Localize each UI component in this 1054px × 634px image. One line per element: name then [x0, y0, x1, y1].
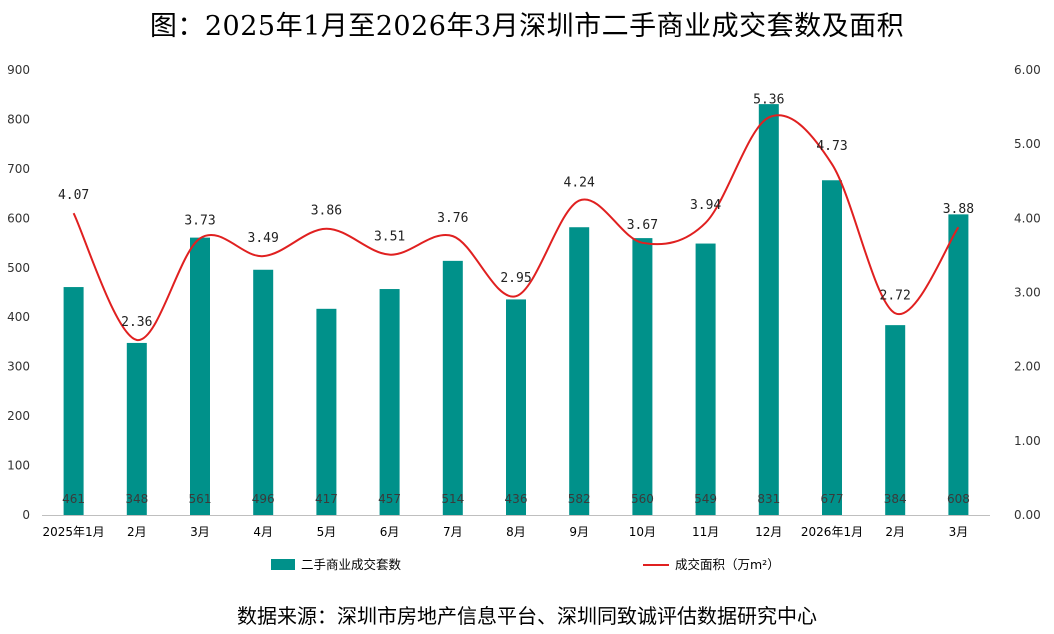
- bar-data-label: 549: [694, 492, 717, 506]
- bar-data-label: 384: [884, 492, 907, 506]
- y-left-tick-label: 400: [7, 310, 30, 324]
- y-left-tick-label: 900: [7, 63, 30, 77]
- y-right-tick-label: 0.00: [1014, 508, 1041, 522]
- bar-data-label: 514: [441, 492, 464, 506]
- bar-data-label: 561: [189, 492, 212, 506]
- y-right-tick-label: 6.00: [1014, 63, 1041, 77]
- bar-mark: [695, 243, 716, 516]
- x-tick-label: 5月: [317, 525, 337, 539]
- line-data-label: 3.73: [184, 213, 215, 228]
- line-data-label: 4.73: [816, 139, 847, 154]
- line-data-label: 3.67: [627, 218, 658, 233]
- x-tick-label: 3月: [190, 525, 210, 539]
- bar-data-label: 608: [947, 492, 970, 506]
- bar-mark: [758, 104, 779, 515]
- x-tick-label: 7月: [443, 525, 463, 539]
- x-tick-label: 6月: [380, 525, 400, 539]
- line-data-label: 5.36: [753, 92, 784, 107]
- y-right-tick-label: 2.00: [1014, 360, 1041, 374]
- y-left-tick-label: 200: [7, 409, 30, 423]
- x-tick-label: 3月: [949, 525, 969, 539]
- bar-data-label: 417: [315, 492, 338, 506]
- bar-mark: [822, 180, 842, 515]
- y-right-tick-label: 4.00: [1014, 211, 1041, 225]
- y-left-tick-label: 100: [7, 459, 30, 473]
- x-tick-label: 2026年1月: [801, 525, 863, 539]
- legend-bar-swatch: [271, 559, 295, 570]
- bar-data-label: 677: [821, 492, 844, 506]
- y-right-tick-label: 3.00: [1014, 286, 1041, 300]
- line-data-label: 3.49: [248, 231, 279, 246]
- bar-data-label: 457: [378, 492, 401, 506]
- x-tick-label: 9月: [569, 525, 589, 539]
- y-left-tick-label: 800: [7, 112, 30, 126]
- bar-mark: [569, 227, 590, 515]
- legend-bar-label: 二手商业成交套数: [301, 557, 402, 572]
- line-data-label: 3.76: [437, 211, 468, 226]
- line-data-label: 2.95: [500, 271, 531, 286]
- x-tick-label: 4月: [253, 525, 273, 539]
- line-data-label: 4.07: [58, 188, 89, 203]
- bar-mark: [632, 238, 653, 515]
- line-data-label: 3.51: [374, 230, 405, 245]
- bar-mark: [948, 214, 969, 515]
- line-data-label: 2.72: [880, 288, 911, 303]
- x-tick-label: 12月: [755, 525, 782, 539]
- bar-mark: [190, 237, 210, 515]
- bar-data-label: 831: [757, 492, 780, 506]
- line-data-label: 4.24: [564, 176, 595, 191]
- x-tick-label: 8月: [506, 525, 526, 539]
- bar-mark: [442, 260, 463, 515]
- bar-mark: [885, 325, 906, 515]
- line-data-label: 3.88: [943, 202, 974, 217]
- source-note: 数据来源：深圳市房地产信息平台、深圳同致诚评估数据研究中心: [237, 604, 817, 628]
- x-tick-label: 10月: [629, 525, 656, 539]
- legend-line-label: 成交面积（万m²）: [675, 557, 780, 572]
- bar-data-label: 348: [125, 492, 148, 506]
- y-left-tick-label: 600: [7, 211, 30, 225]
- chart-title: 图：2025年1月至2026年3月深圳市二手商业成交套数及面积: [149, 11, 905, 42]
- x-tick-label: 11月: [692, 525, 719, 539]
- line-data-label: 3.86: [311, 204, 342, 219]
- bar-data-label: 582: [568, 492, 591, 506]
- x-tick-label: 2月: [885, 525, 905, 539]
- bar-mark: [379, 289, 400, 515]
- bar-mark: [63, 287, 84, 515]
- bar-mark: [253, 269, 274, 515]
- bar-data-label: 436: [505, 492, 528, 506]
- bar-data-label: 496: [252, 492, 275, 506]
- line-data-label: 3.94: [690, 198, 721, 213]
- bar-data-label: 461: [62, 492, 85, 506]
- y-left-tick-label: 700: [7, 162, 30, 176]
- y-left-tick-label: 300: [7, 360, 30, 374]
- y-left-tick-label: 0: [22, 508, 30, 522]
- y-left-tick-label: 500: [7, 261, 30, 275]
- y-right-tick-label: 1.00: [1014, 434, 1041, 448]
- bar-mark: [126, 342, 147, 515]
- x-tick-label: 2月: [127, 525, 147, 539]
- x-tick-label: 2025年1月: [43, 525, 105, 539]
- bar-data-label: 560: [631, 492, 654, 506]
- line-data-label: 2.36: [121, 315, 152, 330]
- bar-mark: [316, 308, 337, 515]
- area-series-line: [72, 114, 960, 341]
- y-right-tick-label: 5.00: [1014, 137, 1041, 151]
- bar-mark: [506, 299, 526, 515]
